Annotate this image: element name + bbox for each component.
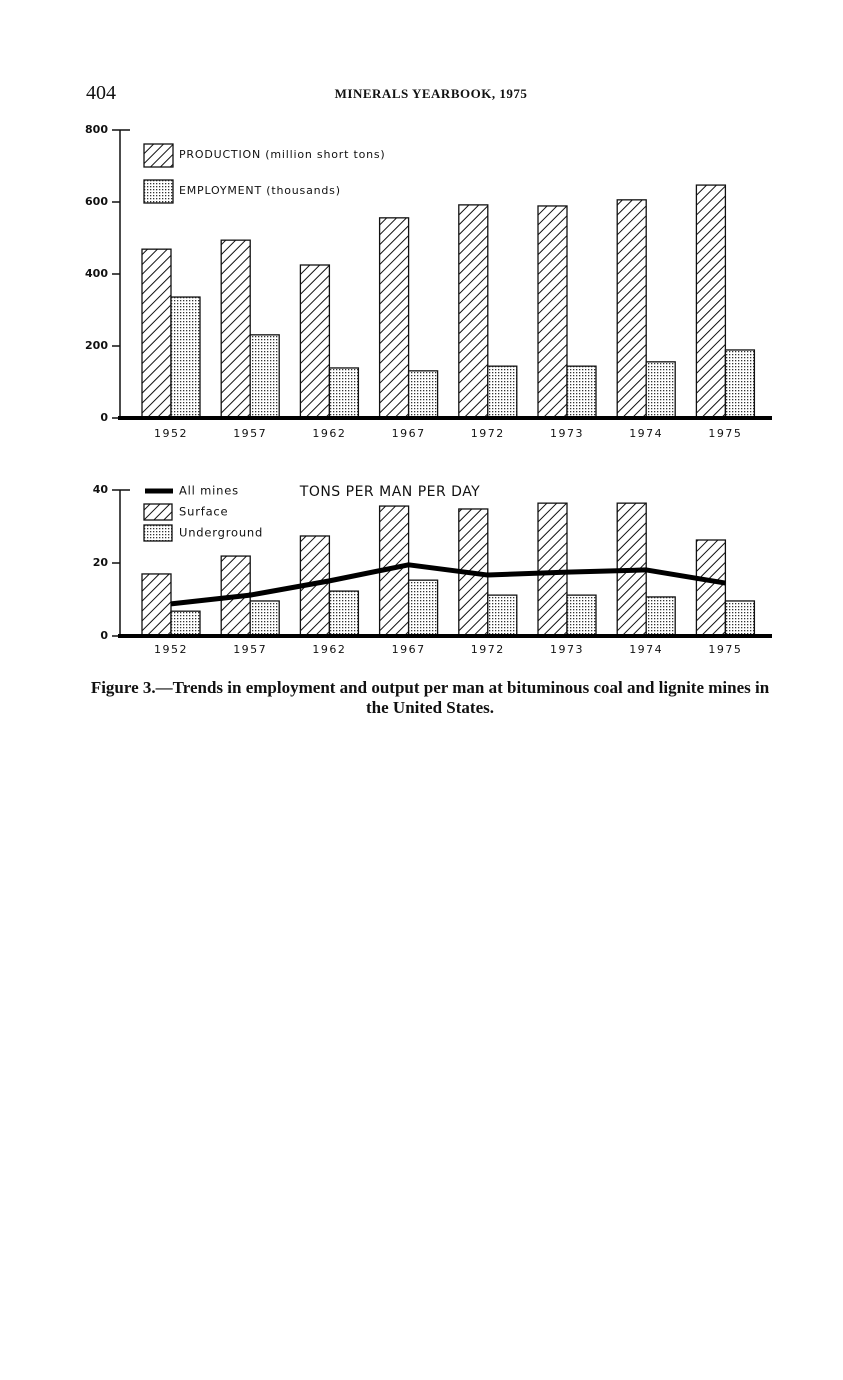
legend-swatch (143, 524, 173, 542)
bar (407, 370, 439, 419)
chart-title: TONS PER MAN PER DAY (299, 484, 480, 500)
bar (645, 361, 676, 419)
bar (328, 367, 360, 419)
bar (724, 600, 756, 637)
legend-swatch (143, 179, 174, 204)
x-tick-label: 1973 (550, 427, 584, 440)
bar (695, 539, 727, 637)
bar (328, 590, 360, 637)
x-tick-label: 1972 (471, 643, 505, 656)
bar (378, 217, 410, 419)
bar (141, 248, 172, 419)
page-number: 404 (86, 82, 116, 104)
legend-swatch (143, 143, 174, 168)
x-tick-label: 1975 (708, 427, 742, 440)
x-tick-label: 1974 (629, 427, 663, 440)
bar (537, 205, 568, 419)
y-tick-label: 40 (93, 483, 109, 496)
y-tick-label: 400 (85, 267, 108, 280)
running-head: MINERALS YEARBOOK, 1975 (334, 86, 528, 101)
bar (487, 594, 518, 637)
bar (299, 264, 331, 419)
y-tick-label: 0 (100, 629, 108, 642)
x-tick-label: 1952 (154, 643, 188, 656)
bar (566, 594, 597, 637)
bar (695, 184, 727, 419)
x-tick-label: 1974 (629, 643, 663, 656)
x-tick-label: 1975 (708, 643, 742, 656)
y-tick-label: 200 (85, 339, 108, 352)
legend-label: All mines (179, 484, 239, 498)
legend-swatch (143, 503, 173, 521)
bar (616, 199, 647, 419)
bar (249, 334, 280, 419)
bar (141, 573, 172, 637)
legend-label: Surface (179, 505, 228, 519)
x-tick-label: 1973 (550, 643, 584, 656)
bar (724, 349, 756, 419)
x-tick-label: 1967 (392, 643, 426, 656)
y-tick-label: 600 (85, 195, 108, 208)
x-tick-label: 1962 (312, 427, 346, 440)
bar (458, 204, 489, 419)
legend-label: EMPLOYMENT (thousands) (179, 184, 341, 197)
legend-label: PRODUCTION (million short tons) (179, 148, 386, 161)
x-tick-label: 1957 (233, 427, 267, 440)
x-tick-label: 1962 (312, 643, 346, 656)
figure-caption: Figure 3.—Trends in employment and outpu… (90, 678, 770, 717)
bar (645, 596, 676, 637)
bar (566, 365, 597, 419)
bar (220, 239, 251, 419)
x-tick-label: 1967 (392, 427, 426, 440)
legend-label: Underground (179, 526, 263, 540)
bar (170, 610, 201, 637)
x-tick-label: 1952 (154, 427, 188, 440)
bar (407, 579, 439, 637)
x-tick-label: 1957 (233, 643, 267, 656)
x-tick-label: 1972 (471, 427, 505, 440)
bar (537, 502, 568, 637)
bar (249, 600, 280, 637)
line (170, 562, 726, 607)
y-tick-label: 20 (93, 556, 109, 569)
bar (487, 365, 518, 419)
bar (170, 296, 201, 419)
y-tick-label: 0 (100, 411, 108, 424)
y-tick-label: 800 (85, 123, 108, 136)
